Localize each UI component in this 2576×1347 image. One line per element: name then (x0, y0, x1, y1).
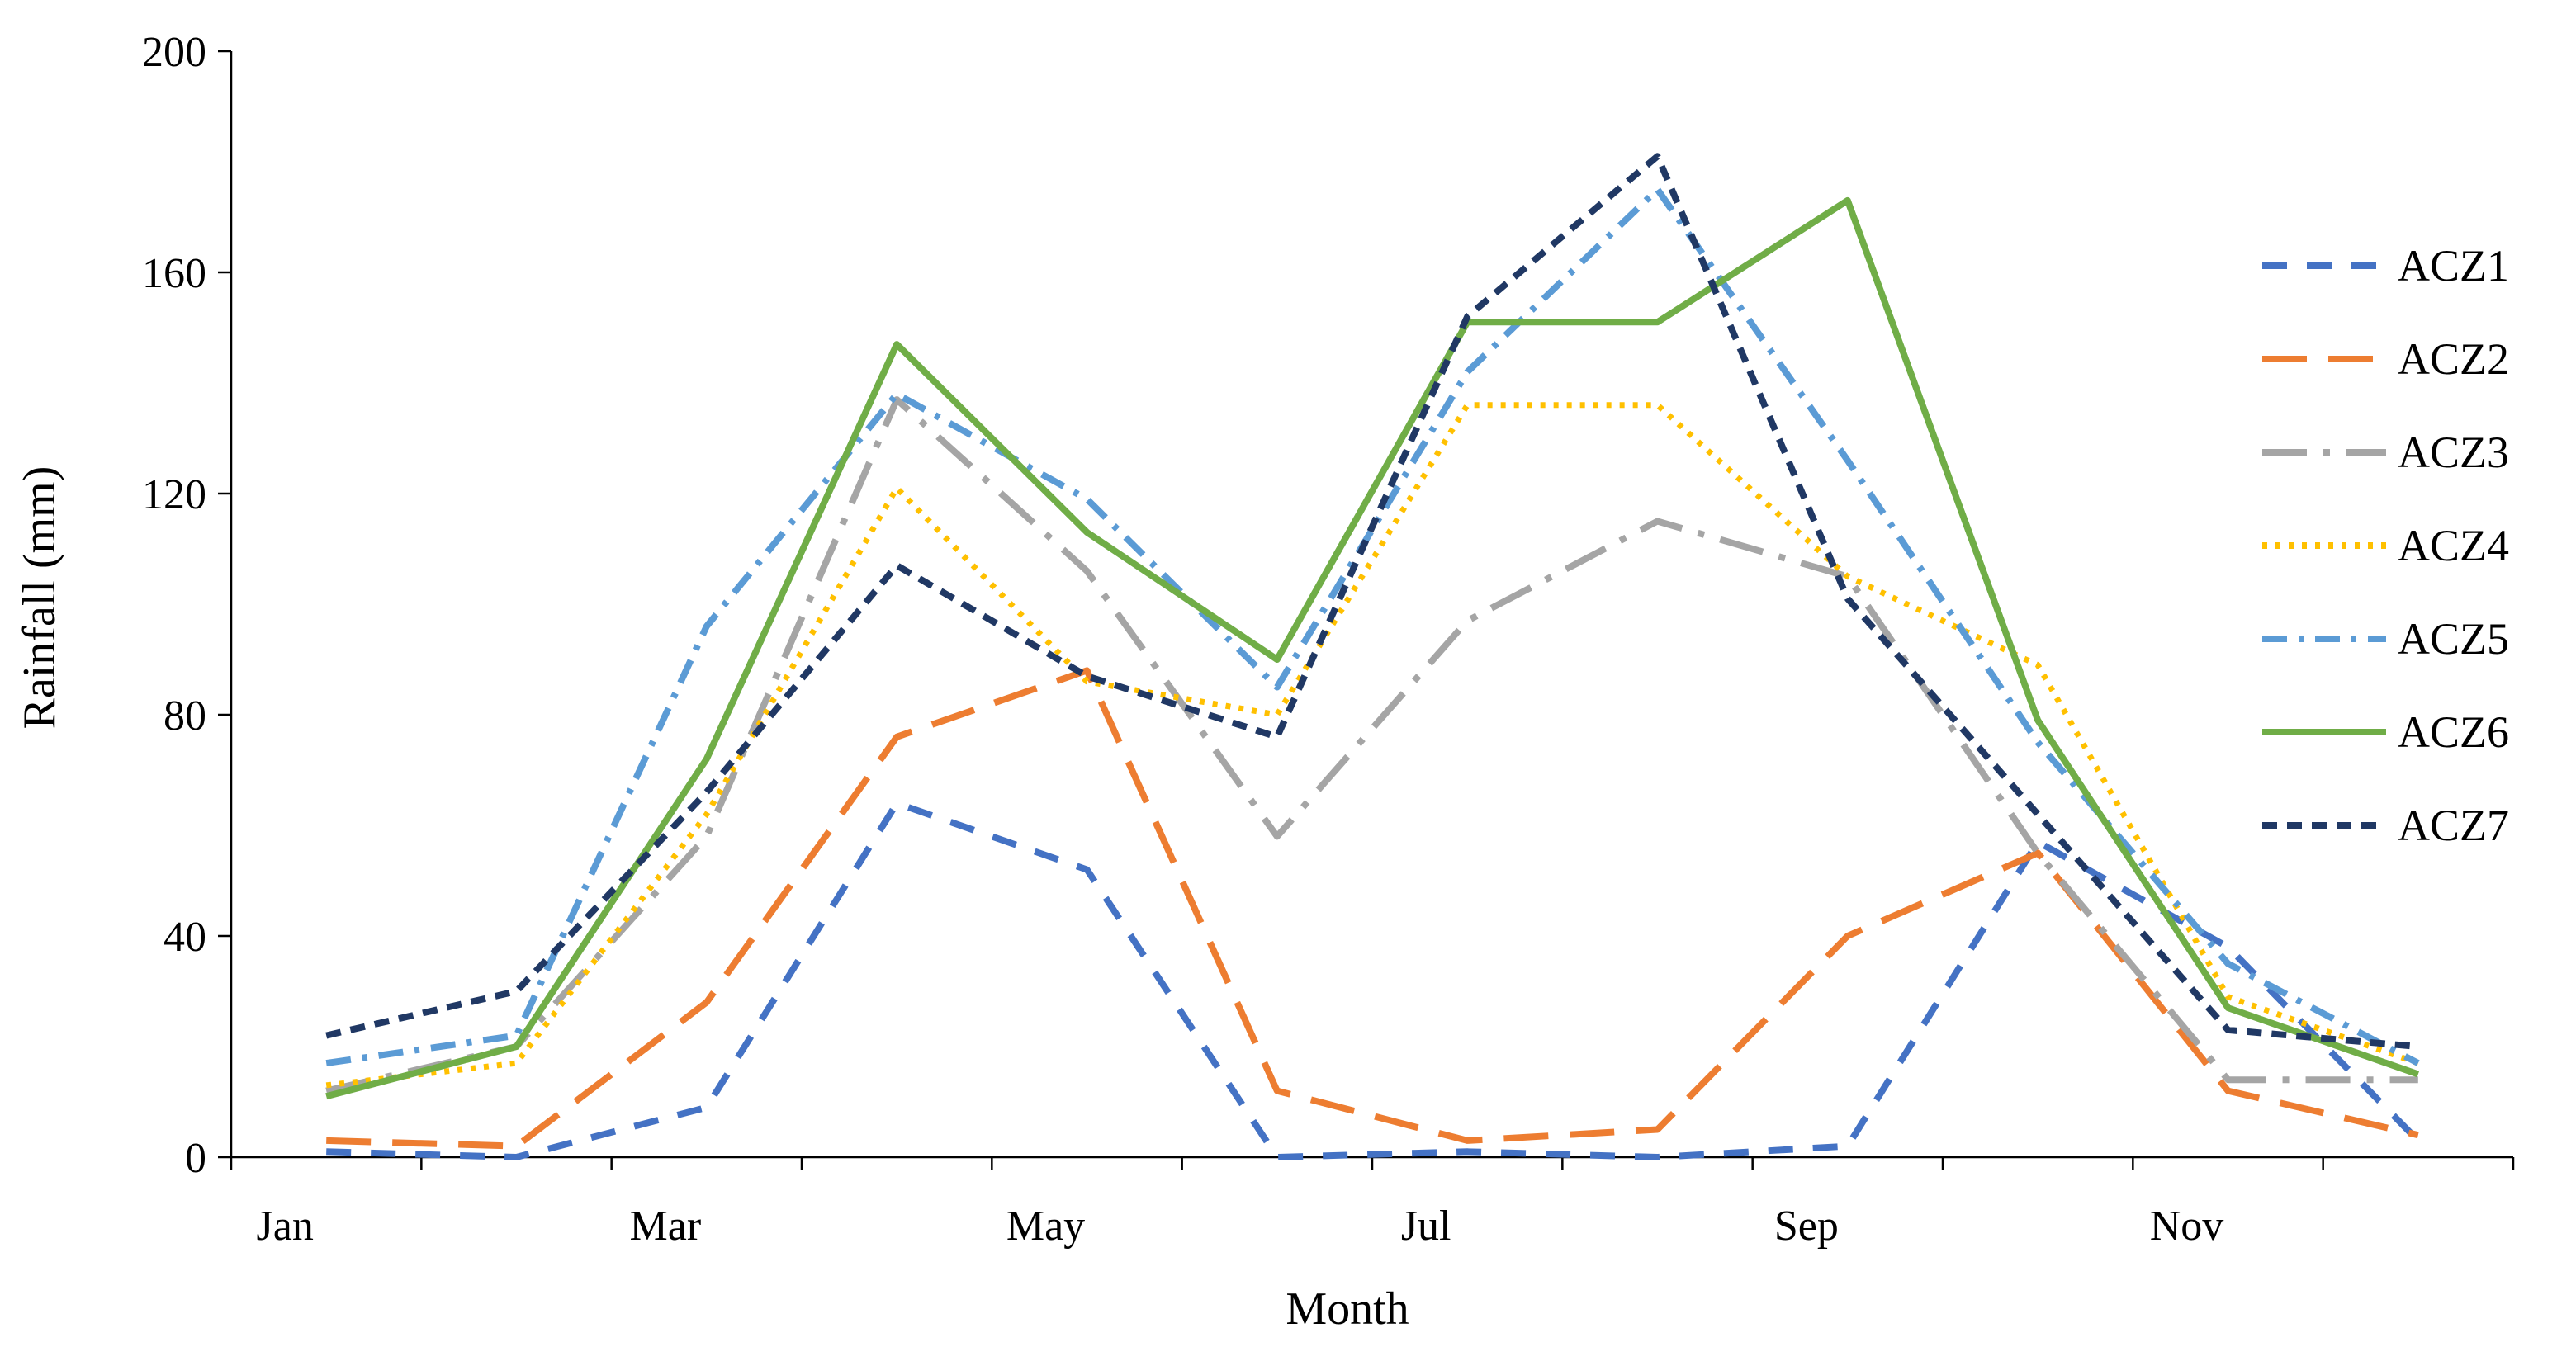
legend: ACZ1 ACZ2 ACZ3 ACZ4 ACZ5 ACZ6 ACZ7 (2262, 241, 2509, 850)
legend-label-acz7: ACZ7 (2398, 801, 2509, 850)
y-tick-label: 40 (163, 914, 206, 961)
y-tick-label: 120 (142, 471, 206, 518)
series-line-acz7 (325, 153, 2419, 1050)
legend-label-acz4: ACZ4 (2398, 521, 2509, 570)
series-line-acz5 (325, 186, 2420, 1067)
legend-label-acz5: ACZ5 (2398, 614, 2509, 664)
y-tick-label: 160 (142, 250, 206, 297)
x-tick-label: Jan (257, 1203, 314, 1250)
x-tick-label: Jul (1401, 1203, 1451, 1250)
series-line-acz3 (325, 396, 2418, 1094)
x-axis-ticks: Jan Mar May Jul Sep Nov (230, 1157, 2515, 1250)
y-tick-label: 80 (163, 692, 206, 740)
x-axis-title: Month (1286, 1283, 1409, 1335)
y-axis-ticks: 0 40 80 120 160 200 (142, 29, 231, 1182)
legend-label-acz2: ACZ2 (2398, 334, 2509, 384)
x-tick-label: Nov (2150, 1203, 2224, 1250)
series-line-acz1 (326, 800, 2421, 1160)
legend-label-acz6: ACZ6 (2398, 707, 2509, 757)
x-tick-label: Sep (1774, 1203, 1839, 1250)
legend-label-acz1: ACZ1 (2398, 241, 2509, 291)
series-line-acz4 (325, 402, 2419, 1089)
x-tick-label: May (1006, 1203, 1085, 1250)
series-line-acz6 (325, 196, 2420, 1100)
y-axis-title: Rainfall (mm) (14, 466, 65, 730)
y-tick-label: 200 (142, 29, 206, 76)
y-tick-label: 0 (185, 1135, 206, 1182)
legend-label-acz3: ACZ3 (2398, 428, 2509, 477)
x-tick-label: Mar (630, 1203, 702, 1250)
series-lines (325, 153, 2421, 1160)
